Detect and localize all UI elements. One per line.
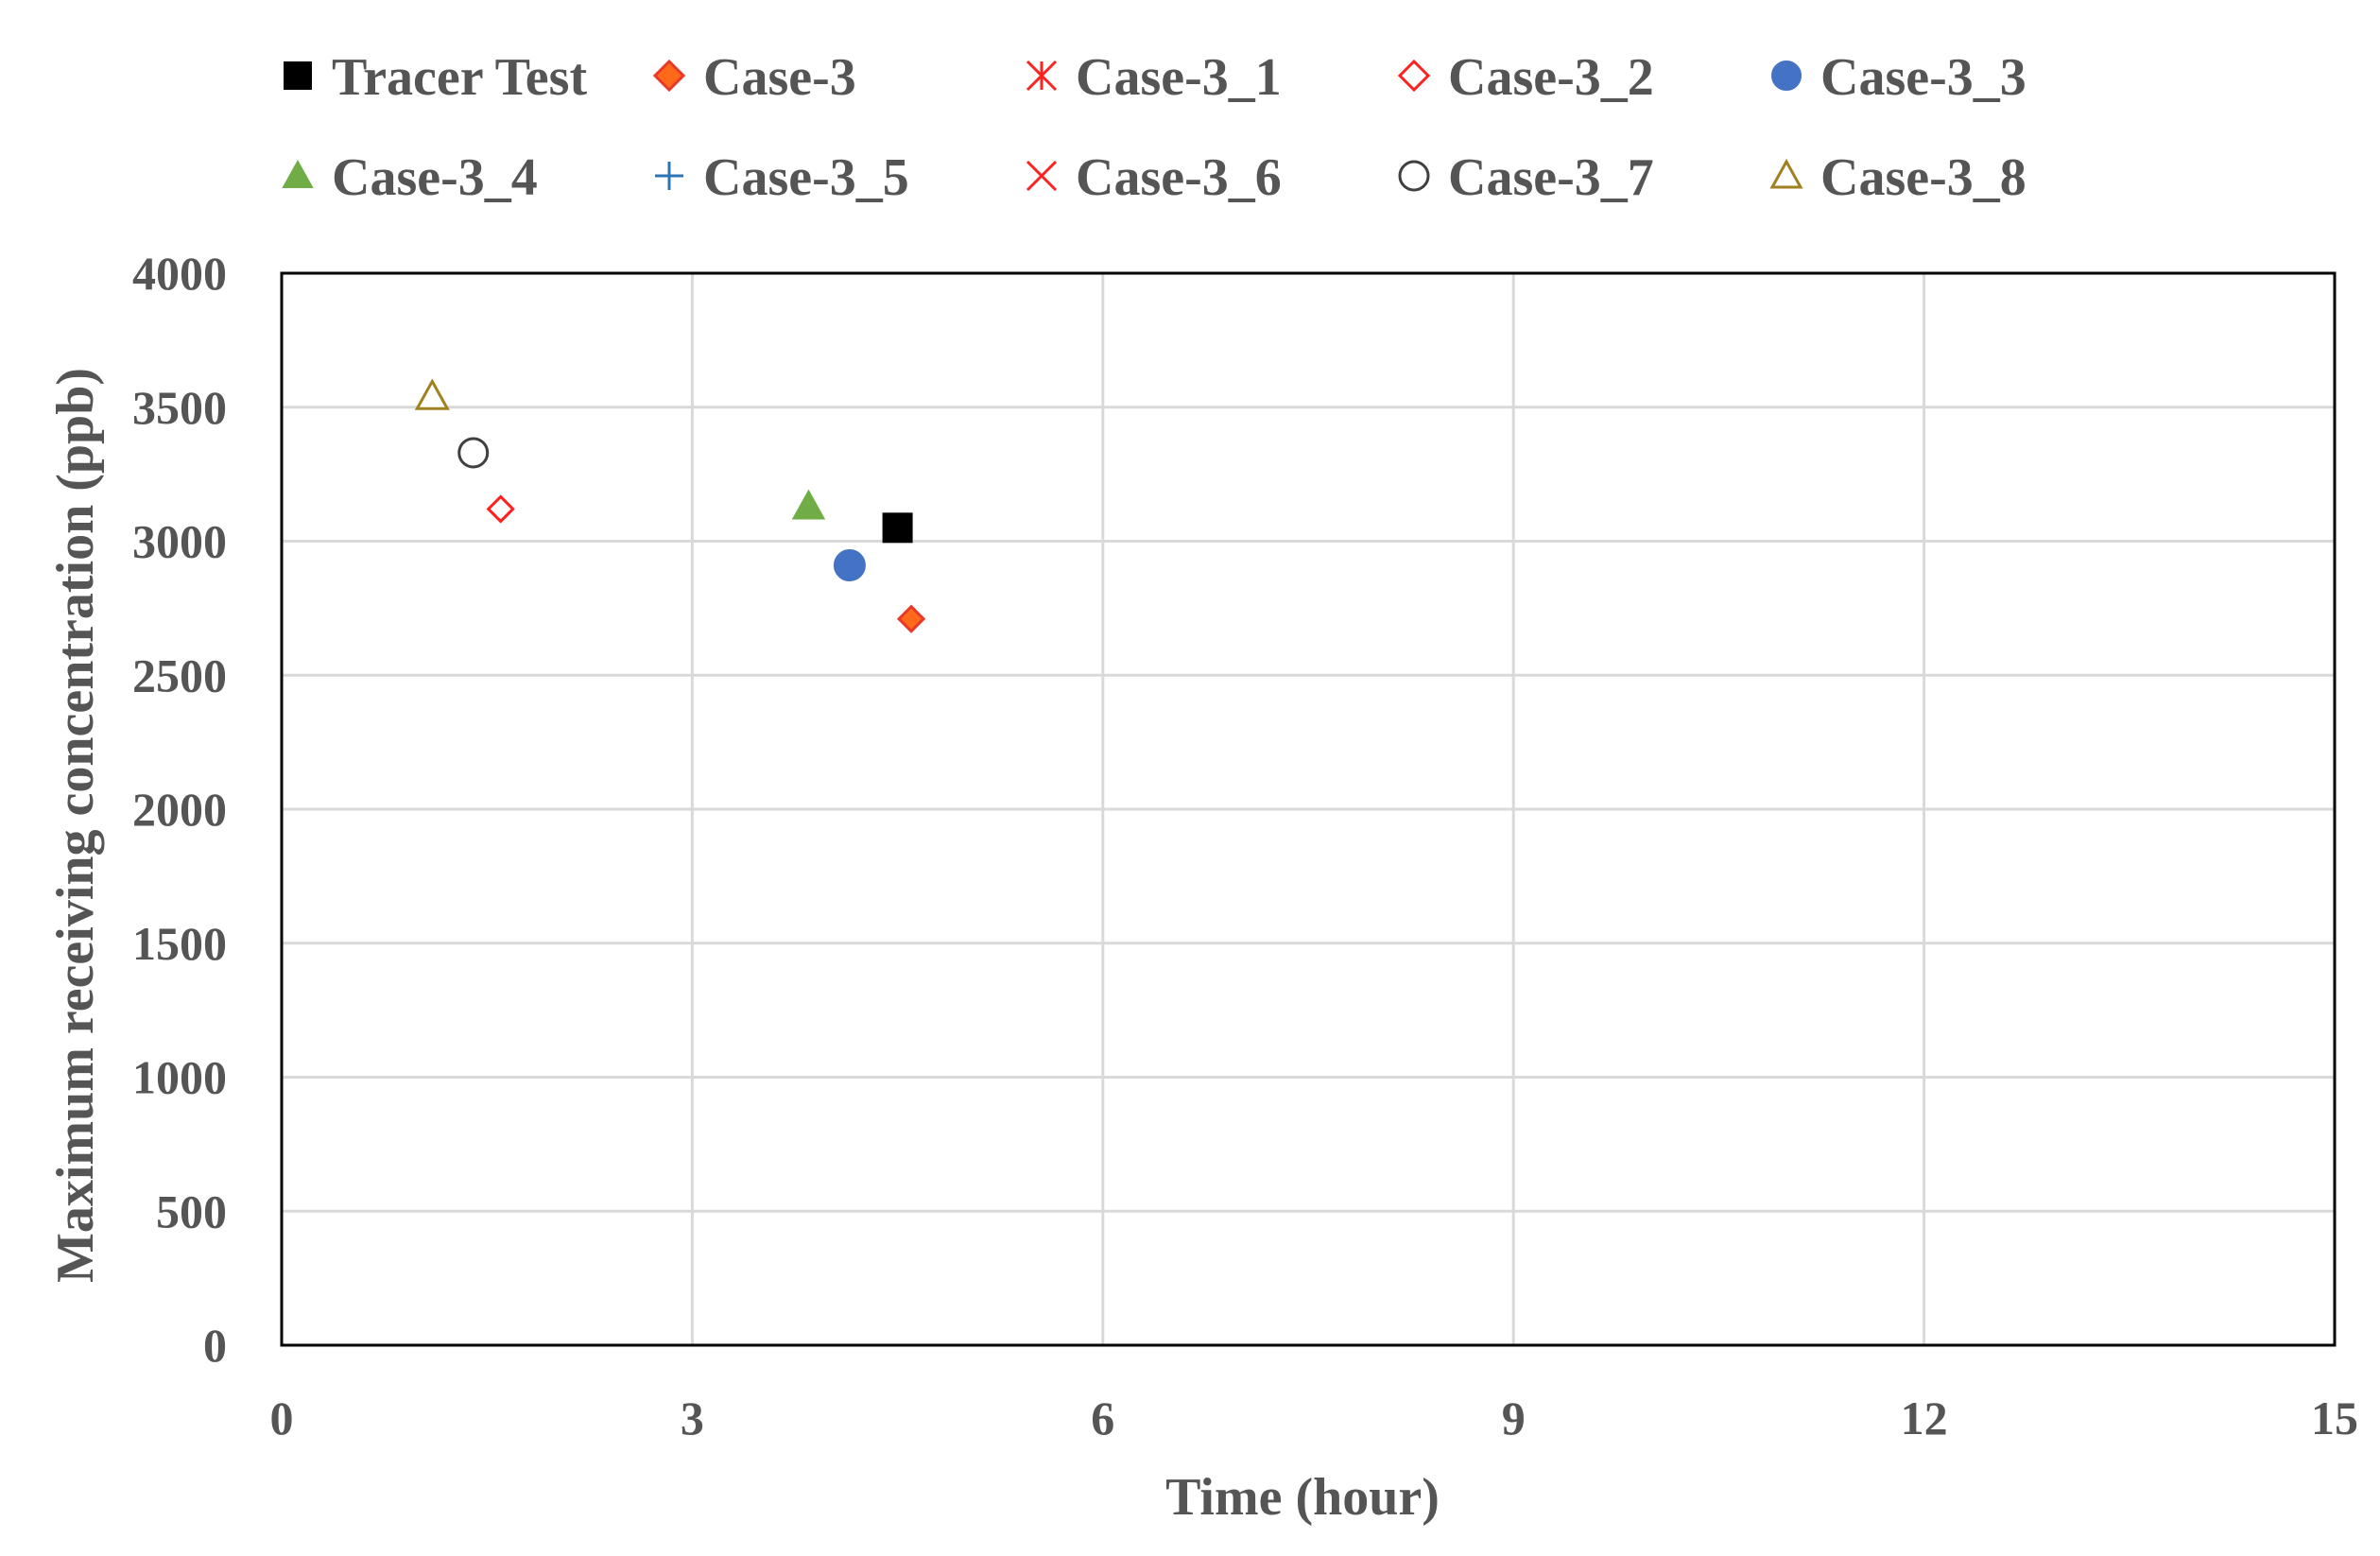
tick-labels: 0 500 1000 1500 2000 2500 3000 3500 4000 0 3 6 9 12 15 bbox=[132, 247, 2358, 1444]
legend-marker bbox=[655, 162, 683, 190]
marker-shape bbox=[1397, 59, 1431, 93]
legend-marker bbox=[652, 59, 686, 93]
legend-label: Case-3_5 bbox=[703, 148, 909, 207]
marker-shape bbox=[457, 437, 490, 469]
marker-shape bbox=[896, 604, 926, 633]
legend-marker bbox=[1769, 158, 1803, 189]
legend-label: Case-3_4 bbox=[332, 148, 538, 207]
legend-item-case-3-5: Case-3_5 bbox=[655, 148, 909, 207]
legend-label: Case-3_2 bbox=[1448, 48, 1654, 107]
legend-item-case-3-1: Case-3_1 bbox=[1026, 48, 1282, 107]
marker-shape bbox=[882, 512, 913, 544]
x-tick-label: 9 bbox=[1502, 1392, 1526, 1444]
marker-shape bbox=[282, 159, 314, 188]
data-point-case-3-3 bbox=[833, 549, 866, 582]
x-tick-label: 6 bbox=[1091, 1392, 1114, 1444]
data-point-case-3 bbox=[896, 604, 926, 633]
legend-item-case-3-3: Case-3_3 bbox=[1771, 48, 2026, 107]
y-axis-title: Maximum receiving concentration (ppb) bbox=[46, 368, 105, 1283]
legend-label: Tracer Test bbox=[332, 48, 587, 107]
legend-marker bbox=[1398, 160, 1430, 192]
marker-shape bbox=[486, 494, 515, 524]
legend-marker bbox=[284, 61, 312, 90]
x-tick-label: 3 bbox=[681, 1392, 704, 1444]
legend-label: Case-3 bbox=[703, 48, 856, 107]
legend-item-case-3-8: Case-3_8 bbox=[1769, 148, 2026, 207]
y-tick-label: 3500 bbox=[132, 381, 227, 434]
data-point-tracer-test bbox=[882, 512, 913, 544]
marker-shape bbox=[1026, 160, 1058, 192]
data-points bbox=[414, 378, 926, 633]
grid-lines bbox=[282, 271, 2335, 1345]
marker-shape bbox=[652, 59, 686, 93]
legend-label: Case-3_1 bbox=[1076, 48, 1282, 107]
x-tick-label: 12 bbox=[1901, 1392, 1948, 1444]
marker-shape bbox=[284, 61, 312, 90]
y-tick-label: 1000 bbox=[132, 1051, 227, 1104]
legend-label: Case-3_6 bbox=[1076, 148, 1282, 207]
legend-marker bbox=[1397, 59, 1431, 93]
x-axis-title: Time (hour) bbox=[1165, 1468, 1440, 1527]
legend-label: Case-3_3 bbox=[1820, 48, 2026, 107]
y-tick-label: 3000 bbox=[132, 515, 227, 568]
legend-item-case-3-4: Case-3_4 bbox=[282, 148, 538, 207]
legend-marker bbox=[1026, 160, 1058, 192]
y-tick-label: 2000 bbox=[132, 783, 227, 836]
x-tick-label: 0 bbox=[270, 1392, 294, 1444]
legend-item-case-3: Case-3 bbox=[652, 48, 856, 107]
legend-marker bbox=[282, 159, 314, 188]
marker-shape bbox=[414, 378, 450, 410]
legend-item-case-3-7: Case-3_7 bbox=[1398, 148, 1654, 207]
marker-shape bbox=[1398, 160, 1430, 192]
legend-item-case-3-2: Case-3_2 bbox=[1397, 48, 1654, 107]
data-point-case-3-2 bbox=[486, 494, 515, 524]
legend-item-tracer-test: Tracer Test bbox=[284, 48, 587, 107]
y-tick-label: 2500 bbox=[132, 648, 227, 701]
data-point-case-3-7 bbox=[457, 437, 490, 469]
plot-border bbox=[280, 271, 2337, 1347]
legend-label: Case-3_7 bbox=[1448, 148, 1654, 207]
y-tick-label: 0 bbox=[203, 1319, 227, 1372]
marker-shape bbox=[791, 489, 826, 520]
marker-shape bbox=[1769, 158, 1803, 189]
plot-frame bbox=[280, 271, 2337, 1347]
data-point-case-3-4 bbox=[791, 489, 826, 520]
x-tick-label: 15 bbox=[2311, 1392, 2358, 1444]
data-point-case-3-8 bbox=[414, 378, 450, 410]
legend-marker bbox=[1026, 60, 1058, 92]
legend-marker bbox=[1771, 61, 1802, 91]
y-tick-label: 1500 bbox=[132, 917, 227, 970]
y-tick-label: 4000 bbox=[132, 247, 227, 300]
legend-label: Case-3_8 bbox=[1820, 148, 2026, 207]
marker-shape bbox=[833, 549, 866, 582]
y-tick-label: 500 bbox=[156, 1184, 227, 1237]
legend: Tracer Test Case-3 Case-3_1 Case-3_2 Case-3_… bbox=[282, 48, 2026, 207]
marker-shape bbox=[1771, 61, 1802, 91]
legend-item-case-3-6: Case-3_6 bbox=[1026, 148, 1282, 207]
